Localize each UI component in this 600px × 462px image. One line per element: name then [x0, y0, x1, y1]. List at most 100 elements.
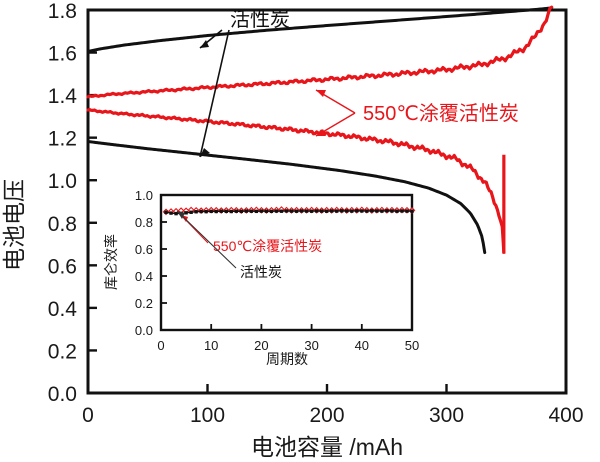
inset-x-tick-label: 30 [304, 338, 318, 353]
inset-marker [314, 209, 319, 213]
inset-marker [360, 209, 364, 213]
inset-marker [309, 209, 314, 213]
main-y-tick-label: 0.8 [48, 213, 77, 236]
inset-marker [214, 209, 218, 214]
main-y-axis-title: 电池电压 [1, 179, 27, 271]
inset-annotations-group: 550℃涂覆活性炭 活性炭 [176, 210, 322, 280]
main-annotations-group: 活性炭 550℃涂覆活性炭 [199, 8, 519, 158]
main-y-tick-label: 1.8 [48, 0, 77, 23]
inset-marker [370, 209, 374, 213]
inset-axis-ticks [161, 221, 363, 330]
main-y-tick-label: 1.2 [48, 128, 77, 151]
inset-plot: 0 10 20 30 40 50 0.0 0.2 0.4 0.6 0.8 1.0 550℃涂覆活性炭… [103, 188, 419, 367]
inset-x-axis-title: 周期数 [266, 351, 308, 367]
main-y-tick-label: 1.4 [48, 85, 78, 108]
annotation-inset-activated-carbon: 活性炭 [240, 264, 282, 280]
inset-marker [279, 209, 284, 213]
annotation-activated-carbon: 活性炭 [230, 8, 290, 31]
inset-marker [164, 210, 168, 214]
inset-y-tick-labels: 0.0 0.2 0.4 0.6 0.8 1.0 [135, 188, 153, 338]
inset-marker [294, 209, 299, 213]
inset-x-tick-labels: 0 10 20 30 40 50 [157, 338, 419, 353]
inset-marker [345, 209, 349, 213]
inset-marker [319, 209, 324, 213]
inset-marker [299, 209, 304, 213]
inset-y-tick-label: 0.0 [135, 323, 153, 338]
inset-marker [350, 209, 354, 213]
arrowhead-activated-carbon-upper [200, 40, 209, 48]
inset-marker [254, 209, 259, 214]
inset-x-tick-label: 10 [204, 338, 218, 353]
inset-marker [410, 209, 414, 213]
inset-marker [284, 209, 289, 213]
inset-marker [395, 209, 399, 213]
inset-series-group [162, 206, 416, 216]
inset-x-tick-label: 50 [405, 338, 419, 353]
inset-marker [229, 209, 233, 214]
inset-marker [390, 209, 394, 213]
inset-marker [199, 209, 203, 214]
main-y-tick-label: 1.0 [48, 170, 77, 193]
inset-marker [209, 209, 213, 214]
inset-y-tick-label: 0.2 [135, 296, 153, 311]
inset-y-tick-label: 0.6 [135, 242, 153, 257]
main-curve-2 [86, 5, 554, 99]
arrowhead-coated-carbon-lower [316, 129, 326, 136]
annotation-coated-activated-carbon: 550℃涂覆活性炭 [363, 102, 519, 125]
inset-marker [264, 209, 269, 213]
main-x-tick-label: 100 [190, 404, 225, 427]
main-y-tick-label: 0.0 [48, 383, 77, 406]
main-curve-1 [86, 140, 487, 255]
inset-marker [365, 209, 369, 213]
inset-marker [400, 209, 404, 213]
main-x-tick-label: 0 [82, 404, 94, 427]
inset-marker [304, 209, 309, 213]
inset-marker [340, 209, 344, 213]
inset-x-tick-label: 40 [355, 338, 369, 353]
main-curve-0 [86, 6, 554, 53]
inset-x-tick-label: 0 [157, 338, 164, 353]
inset-marker [324, 209, 329, 213]
arrowhead-activated-carbon-lower [200, 148, 210, 157]
inset-axes-border [159, 193, 414, 332]
inset-marker [355, 209, 359, 213]
arrowhead-coated-carbon-upper [316, 90, 326, 97]
inset-marker [184, 211, 188, 215]
inset-marker [289, 209, 294, 213]
main-y-tick-label: 1.6 [48, 43, 77, 66]
main-y-tick-label: 0.6 [48, 255, 77, 278]
inset-marker [274, 209, 279, 213]
inset-marker [385, 209, 389, 213]
main-x-tick-label: 200 [309, 404, 344, 427]
main-x-tick-label: 400 [548, 404, 583, 427]
main-y-tick-label: 0.2 [48, 340, 77, 363]
main-curve-3 [86, 107, 506, 254]
main-series-group [86, 5, 554, 255]
inset-marker [244, 209, 249, 213]
inset-marker [224, 209, 228, 214]
inset-marker [169, 211, 173, 215]
main-x-axis-title: 电池容量 /mAh [251, 434, 403, 460]
inset-marker [239, 209, 244, 214]
inset-marker [329, 209, 334, 213]
inset-marker [259, 209, 264, 213]
inset-marker [219, 209, 223, 213]
arrow-inset-activated-carbon [176, 210, 237, 269]
inset-y-tick-label: 0.8 [135, 215, 153, 230]
annotation-inset-coated-activated-carbon: 550℃涂覆活性炭 [213, 238, 322, 254]
inset-marker [335, 209, 339, 213]
arrow-activated-carbon-lower [199, 29, 230, 158]
inset-marker [194, 210, 198, 214]
arrowhead-inset-activated-carbon [177, 211, 185, 219]
main-y-tick-labels: 0.0 0.2 0.4 0.6 0.8 1.0 1.2 1.4 1.6 1.8 [48, 0, 78, 406]
inset-x-tick-label: 20 [254, 338, 268, 353]
main-y-tick-label: 0.4 [48, 298, 78, 321]
main-x-tick-labels: 0 100 200 300 400 [82, 404, 583, 427]
inset-marker [269, 209, 274, 214]
inset-marker [189, 210, 193, 214]
inset-marker [234, 209, 238, 213]
inset-y-tick-label: 0.4 [135, 269, 153, 284]
inset-marker [405, 209, 409, 213]
